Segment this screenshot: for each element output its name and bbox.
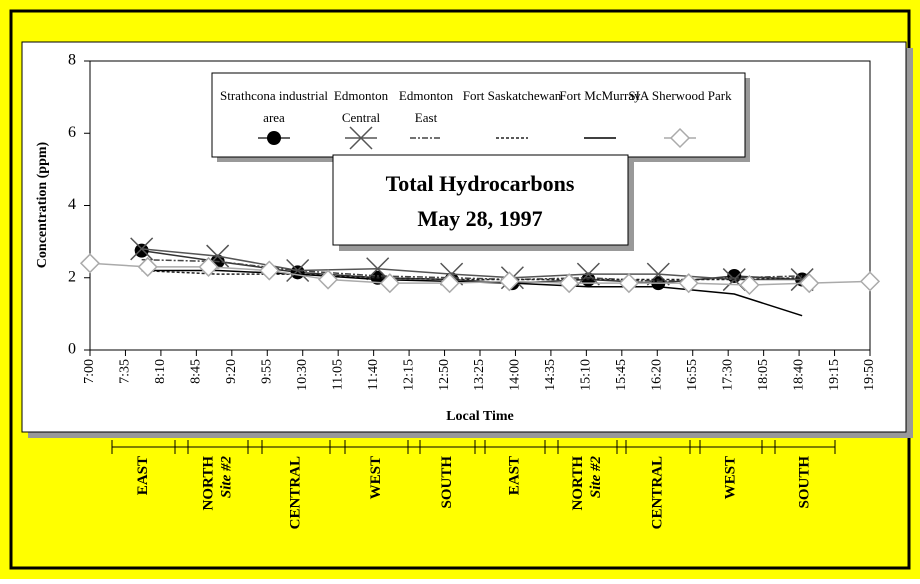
- region-label: CENTRAL: [649, 456, 665, 529]
- legend-marker: [349, 126, 373, 150]
- x-tick-label: 15:45: [614, 359, 629, 391]
- x-tick-label: 7:35: [118, 359, 133, 384]
- series-line: [141, 269, 803, 281]
- series-line: [89, 262, 871, 286]
- data-point: [137, 256, 158, 277]
- x-tick-label: 18:05: [756, 359, 771, 391]
- x-tick-label: 14:35: [543, 359, 558, 391]
- y-tick-label: 0: [68, 341, 76, 358]
- data-point: [727, 268, 742, 283]
- legend-label: Fort McMurray: [559, 88, 641, 103]
- regions: EAST NORTH Site #2 CENTRAL WEST SOUTH EAST NORT…: [111, 440, 836, 529]
- data-point: [859, 271, 881, 292]
- title-box: [332, 154, 629, 246]
- marks: [79, 237, 881, 317]
- data-point: [618, 273, 639, 294]
- region-label: NORTH: [200, 456, 216, 511]
- region-label: SOUTH: [796, 456, 812, 509]
- chart-title: Total Hydrocarbons: [386, 171, 575, 196]
- legend-label: Edmonton Central: [333, 88, 389, 125]
- legend-samples: [258, 126, 696, 150]
- legend-label: Fort Saskatchewan: [462, 88, 562, 103]
- data-point: [576, 262, 600, 286]
- x-axis-label: Local Time: [446, 409, 514, 424]
- region-label: EAST: [506, 456, 522, 495]
- legend-label: Strathcona industrial area: [220, 88, 328, 125]
- y-tick-label: 4: [68, 196, 76, 213]
- x-tick-label: 19:15: [827, 359, 842, 391]
- x-tick-label: 9:55: [259, 359, 274, 384]
- legend: Strathcona industrial area Edmonton Centr…: [212, 73, 745, 157]
- x-tick-label: 9:20: [224, 359, 239, 384]
- region-label: NORTH: [570, 456, 586, 511]
- data-point: [290, 265, 305, 280]
- x-tick-label: 12:50: [437, 359, 452, 391]
- y-tick-label: 6: [68, 124, 76, 141]
- legend-marker: [669, 127, 691, 149]
- x-tick-label: 15:10: [579, 359, 594, 391]
- chart-subtitle: May 28, 1997: [417, 206, 542, 231]
- data-point: [739, 274, 760, 296]
- x-tick-label: 8:10: [153, 359, 168, 384]
- data-point: [317, 269, 339, 290]
- x-tick-label: 14:00: [508, 359, 523, 391]
- x-tick-label: 19:50: [862, 359, 877, 391]
- legend-marker: [267, 131, 281, 145]
- data-point: [130, 237, 154, 261]
- x-tick-label: 17:30: [720, 359, 735, 391]
- legend-label: Edmonton East: [398, 88, 454, 125]
- data-point: [198, 256, 219, 277]
- x-tick-label: 18:40: [791, 359, 806, 391]
- region-sublabel: Site #2: [218, 456, 234, 499]
- x-tick-label: 16:20: [649, 359, 664, 391]
- series-line: [141, 258, 803, 283]
- region-label: WEST: [368, 456, 384, 499]
- series-line: [141, 248, 803, 281]
- x-tick-label: 10:30: [295, 359, 310, 391]
- x-tick-label: 7:00: [82, 359, 97, 384]
- data-point: [439, 273, 460, 294]
- y-axis-label: Concentration (ppm): [35, 141, 50, 268]
- legend-label: SIA Sherwood Park: [628, 88, 732, 103]
- region-label: EAST: [135, 456, 151, 495]
- x-tick-label: 12:15: [401, 359, 416, 391]
- data-point: [499, 271, 520, 292]
- region-label: SOUTH: [439, 456, 455, 509]
- region-label: CENTRAL: [287, 456, 303, 529]
- x-tick-label: 16:55: [685, 359, 700, 391]
- data-point: [259, 260, 280, 281]
- x-tick-label: 11:05: [330, 359, 345, 390]
- data-point: [134, 243, 149, 258]
- data-point: [79, 253, 101, 274]
- region-sublabel: Site #2: [588, 456, 604, 499]
- x-tick-label: 13:25: [472, 359, 487, 391]
- data-point: [379, 273, 400, 294]
- y-tick-label: 8: [68, 52, 76, 69]
- legend-box: [211, 72, 746, 158]
- y-tick-label: 2: [68, 268, 76, 285]
- x-tick-label: 8:45: [189, 359, 204, 384]
- region-label: WEST: [722, 456, 738, 499]
- data-point: [559, 273, 580, 294]
- data-point: [799, 273, 820, 294]
- x-tick-label: 11:40: [366, 359, 381, 390]
- data-point: [678, 273, 699, 294]
